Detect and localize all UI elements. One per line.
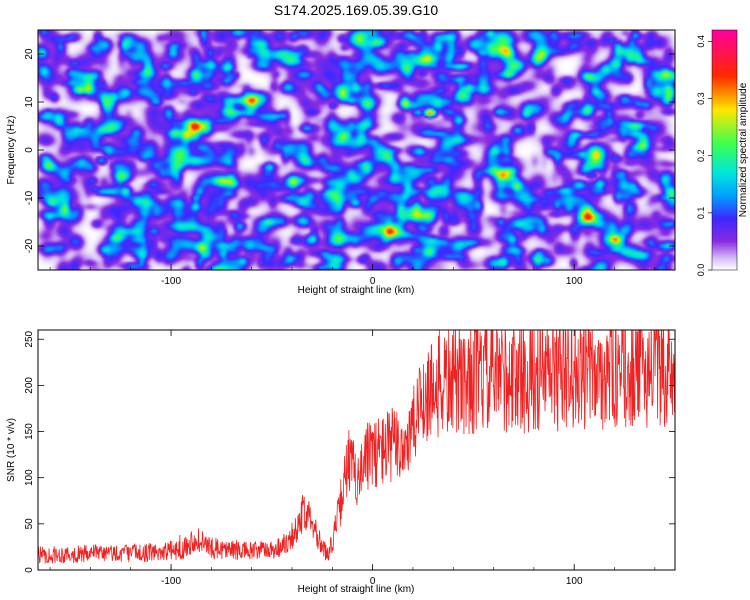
- snr-x-tick-label: -100: [161, 576, 181, 587]
- snr-x-axis-label: Height of straight line (km): [298, 584, 415, 595]
- spectrogram-y-tick-label: -20: [24, 238, 35, 253]
- colorbar-label: Normalized spectral amplitude: [738, 82, 749, 217]
- spectrogram-y-tick-label: 0: [24, 147, 35, 153]
- colorbar-gradient: [711, 29, 738, 271]
- snr-panel: -100 0 100 0 50 100 150 200 250 Height of straig…: [6, 329, 676, 595]
- snr-frame: [37, 329, 676, 571]
- spectrogram-y-axis-label: Frequency (Hz): [6, 116, 17, 185]
- snr-y-tick-label: 100: [24, 469, 35, 486]
- snr-x-tick-label: 0: [370, 576, 376, 587]
- snr-y-tick-label: 250: [24, 330, 35, 347]
- snr-x-tick-label: 100: [566, 576, 583, 587]
- snr-y-tick-label: 50: [24, 518, 35, 530]
- snr-y-tick-label: 0: [24, 567, 35, 573]
- snr-y-tick-label: 200: [24, 377, 35, 394]
- snr-axes: -100 0 100 0 50 100 150 200 250: [24, 330, 675, 587]
- figure-title: S174.2025.169.05.39.G10: [274, 2, 438, 18]
- spectrogram-y-tick-label: -10: [24, 190, 35, 205]
- snr-y-axis-label: SNR (10 * v/v): [6, 418, 17, 482]
- snr-y-tick-label: 150: [24, 423, 35, 440]
- colorbar-tick-label: 0.4: [696, 35, 706, 48]
- spectrogram-x-tick-label: -100: [161, 276, 181, 287]
- colorbar-tick-label: 0.1: [696, 207, 706, 220]
- snr-series-group: [38, 330, 675, 564]
- spectrogram-image: [38, 30, 675, 270]
- colorbar: 0.0 0.1 0.2 0.3 0.4 Normalized spectral ampl…: [696, 29, 749, 276]
- spectrogram-x-tick-label: 100: [566, 276, 583, 287]
- colorbar-tick-label: 0.3: [696, 92, 706, 105]
- colorbar-tick-label: 0.2: [696, 149, 706, 162]
- spectrogram-x-tick-label: 0: [370, 276, 376, 287]
- spectrogram-y-tick-label: 10: [24, 96, 35, 108]
- spectrogram-x-axis-label: Height of straight line (km): [298, 285, 415, 296]
- spectrogram-y-tick-label: 20: [24, 48, 35, 60]
- colorbar-tick-label: 0.0: [696, 264, 706, 277]
- snr-series-line: [38, 330, 675, 564]
- colorbar-ticks: 0.0 0.1 0.2 0.3 0.4: [696, 35, 712, 276]
